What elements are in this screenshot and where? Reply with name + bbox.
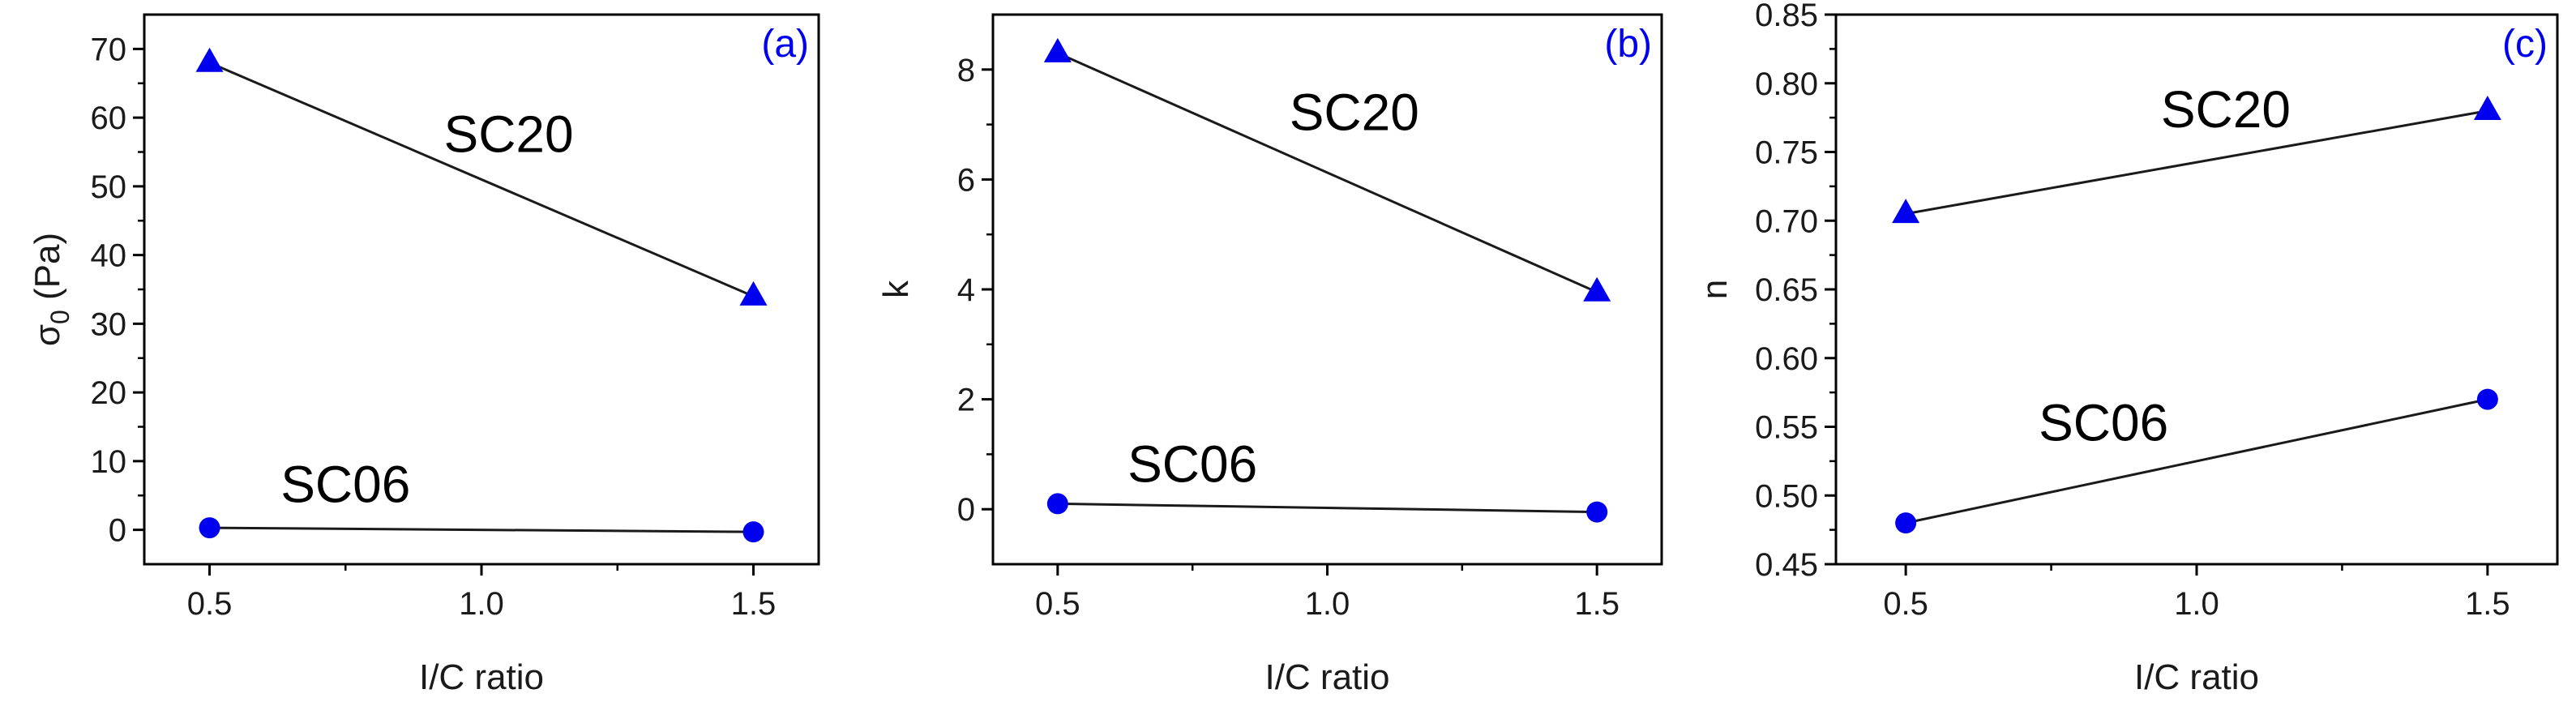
series-line-sc20: [208, 61, 755, 297]
x-tick-label: 0.5: [1035, 586, 1080, 622]
y-tick-label: 10: [91, 444, 127, 480]
x-axis-title: I/C ratio: [1264, 657, 1389, 697]
data-point-sc06: [2476, 388, 2498, 410]
x-tick-label: 0.5: [1883, 586, 1928, 622]
y-tick-label: 8: [957, 53, 975, 88]
y-axis-title: σ0 (Pa): [28, 233, 75, 346]
panel-c: 0.45 0.50 0.55 0.60 0.65 0.70 0.75 0.80 0.85 0.5 1…: [1695, 0, 2559, 697]
x-tick-label: 1.5: [1574, 586, 1620, 622]
y-tick-label: 0.80: [1755, 66, 1818, 102]
series-line-sc20: [1905, 109, 2488, 216]
series-line-sc06: [209, 526, 754, 533]
y-axis-title: n: [1695, 280, 1735, 299]
y-axis-title-subscript: 0: [45, 310, 75, 324]
series-label-sc06: SC06: [2039, 393, 2168, 452]
y-axis-title-main: n: [1695, 280, 1735, 299]
data-point-sc06: [742, 521, 764, 543]
x-tick-label: 1.0: [1305, 586, 1350, 622]
series-line-sc06: [1905, 398, 2488, 524]
y-axis-title-main: σ: [28, 324, 67, 346]
y-tick-label: 0: [957, 492, 975, 528]
y-tick-label: 70: [91, 32, 127, 67]
y-tick-label: 0.45: [1755, 547, 1818, 583]
y-tick-label: 0.60: [1755, 341, 1818, 377]
y-tick-label: 4: [957, 272, 975, 308]
panel-letter: (b): [1604, 23, 1652, 66]
y-tick-label: 6: [957, 162, 975, 198]
y-tick-label: 40: [91, 238, 127, 274]
data-point-sc06: [199, 517, 220, 539]
panel-b: 0 2 4 6 8 0.5 1.0 1.5 I/C ratio k (b) SC20 SC06: [876, 13, 1663, 697]
y-axis-title: k: [876, 280, 916, 298]
data-point-sc06: [1895, 512, 1917, 534]
series-line-sc06: [1057, 502, 1598, 514]
data-point-sc20: [1043, 37, 1072, 62]
series-label-sc20: SC20: [444, 105, 574, 164]
data-point-sc20: [1583, 276, 1611, 302]
y-tick-label: 0.75: [1755, 135, 1818, 171]
y-tick-label: 0.70: [1755, 203, 1818, 239]
series-line-sc20: [1057, 52, 1598, 293]
panel-letter: (a): [761, 23, 809, 66]
series-label-sc06: SC06: [1128, 434, 1257, 493]
y-tick-label: 0.65: [1755, 272, 1818, 308]
y-tick-label: 30: [91, 306, 127, 342]
x-axis-title: I/C ratio: [2134, 657, 2259, 697]
x-tick-label: 1.0: [2174, 586, 2219, 622]
series-label-sc20: SC20: [1290, 83, 1419, 141]
y-tick-label: 60: [91, 101, 127, 136]
x-tick-label: 1.0: [459, 586, 504, 622]
data-point-sc06: [1586, 501, 1608, 523]
y-tick-label: 20: [91, 375, 127, 411]
data-point-sc20: [195, 47, 224, 72]
data-point-sc20: [1892, 199, 1920, 224]
x-tick-label: 1.5: [2465, 586, 2510, 622]
y-tick-label: 2: [957, 383, 975, 418]
y-tick-label: 0.85: [1755, 0, 1818, 33]
data-point-sc20: [2473, 96, 2501, 121]
data-point-sc20: [739, 280, 768, 306]
series-label-sc06: SC06: [280, 456, 410, 514]
panel-letter: (c): [2502, 23, 2548, 66]
y-tick-label: 0.55: [1755, 410, 1818, 446]
x-axis-title: I/C ratio: [419, 657, 544, 697]
plot-frame: [143, 13, 820, 566]
y-tick-label: 0: [109, 513, 126, 549]
x-tick-label: 0.5: [187, 586, 233, 622]
y-axis-title-unit: (Pa): [28, 233, 67, 310]
data-point-sc06: [1046, 493, 1068, 515]
y-tick-label: 0.50: [1755, 478, 1818, 514]
x-tick-label: 1.5: [731, 586, 777, 622]
y-axis-title-main: k: [876, 280, 916, 298]
series-label-sc20: SC20: [2161, 80, 2291, 139]
y-tick-label: 50: [91, 169, 127, 205]
